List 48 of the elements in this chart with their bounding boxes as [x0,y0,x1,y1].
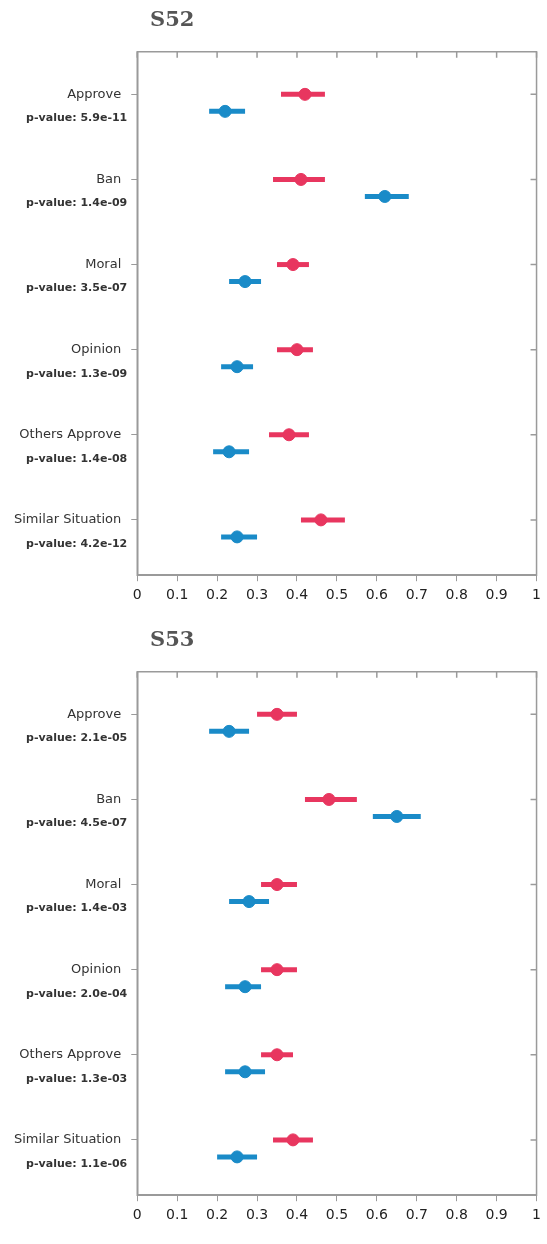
x-tick-label: 0.3 [245,1206,269,1223]
y-tick-label: Opinion [71,961,122,977]
y-tick-label: Others Approve [19,426,122,442]
y-tick-label: Moral [85,255,122,271]
x-tick-label: 0.1 [166,586,189,603]
x-tick-label: 0.7 [405,586,428,603]
x-tick-label: 0.6 [365,586,389,603]
text: p-value: 2.1e-05 [26,731,128,745]
chart-title: S52 [150,6,195,31]
x-tick-label: 0.4 [285,1206,309,1223]
y-tick-label: Ban [96,170,122,186]
chart-title: S53 [150,626,195,651]
x-tick-label: 1 [532,586,542,603]
x-tick-label: 0.9 [485,586,508,603]
x-tick-label: 0.7 [405,1206,428,1223]
y-tick-label: Moral [85,875,122,891]
y-tick-label: Similar Situation [14,1131,122,1147]
x-tick-label: 0.6 [365,1206,389,1223]
y-tick-label: Ban [96,790,122,806]
x-tick-label: 0.8 [445,1206,468,1223]
text: p-value: 1.4e-08 [26,451,128,465]
text: p-value: 1.3e-09 [26,366,128,380]
text: p-value: 1.1e-06 [26,1156,128,1170]
text: p-value: 4.2e-12 [26,536,128,550]
x-tick-label: 0.3 [245,586,269,603]
text: p-value: 2.0e-04 [26,986,128,1000]
text: p-value: 1.3e-03 [26,1071,128,1085]
x-tick-label: 0.5 [325,1206,349,1223]
text: p-value: 4.5e-07 [26,816,128,830]
text: p-value: 1.4e-03 [26,901,128,915]
x-tick-label: 0 [132,586,142,603]
y-tick-label: Others Approve [19,1046,122,1062]
x-tick-label: 0.2 [205,586,229,603]
x-tick-label: 0.8 [445,586,468,603]
x-tick-label: 0.4 [285,586,309,603]
y-tick-label: Approve [67,705,122,721]
x-tick-label: 0.9 [485,1206,508,1223]
y-tick-label: Approve [67,85,122,101]
text: p-value: 1.4e-09 [26,196,128,210]
text: p-value: 5.9e-11 [26,111,128,125]
x-tick-label: 0.1 [166,1206,189,1223]
y-tick-label: Opinion [71,341,122,357]
x-tick-label: 0.5 [325,586,349,603]
y-tick-label: Similar Situation [14,511,122,527]
x-tick-label: 0.2 [205,1206,229,1223]
x-tick-label: 1 [532,1206,542,1223]
text: p-value: 3.5e-07 [26,281,128,295]
x-tick-label: 0 [132,1206,142,1223]
